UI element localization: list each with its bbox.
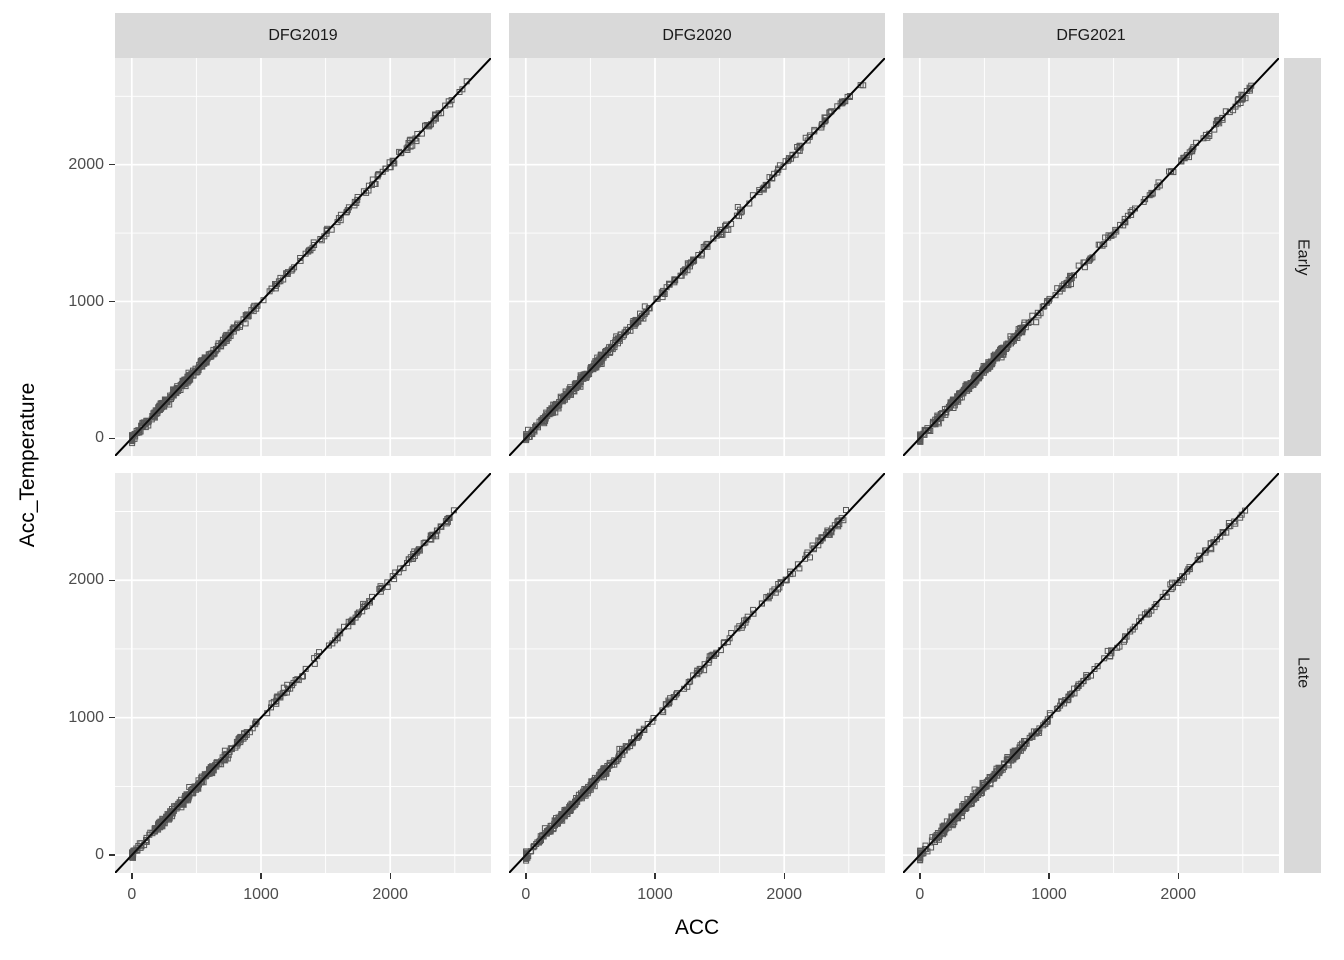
x-tick-mark [389, 873, 391, 879]
x-tick-mark [260, 873, 262, 879]
minor-gridlines [509, 58, 885, 456]
facet-row-strip-label: Late [1294, 657, 1312, 689]
x-tick-label: 1000 [1031, 886, 1067, 903]
y-tick-label: 1000 [68, 292, 104, 310]
major-gridlines [903, 58, 1279, 456]
x-tick-label: 2000 [1160, 886, 1196, 903]
facet-col-strip-label: DFG2021 [1056, 26, 1126, 44]
facet-row-strip-late: Late [1284, 473, 1321, 873]
x-tick-mark [1048, 873, 1050, 879]
minor-gridlines [115, 58, 491, 456]
x-tick-label: 0 [915, 886, 925, 903]
panel-dfg2019-early [115, 58, 491, 456]
y-tick-mark [109, 579, 115, 581]
minor-gridlines [509, 473, 885, 873]
facet-row-strip-label: Early [1294, 238, 1312, 276]
panel-dfg2021-early [903, 58, 1279, 456]
minor-gridlines [903, 58, 1279, 456]
y-tick-label: 0 [95, 429, 104, 447]
x-tick-mark [131, 873, 133, 879]
y-tick-mark [109, 437, 115, 439]
major-gridlines [115, 58, 491, 456]
facet-row-strip-early: Early [1284, 58, 1321, 456]
y-tick-label: 1000 [68, 708, 104, 726]
scatter-points [523, 82, 867, 444]
x-tick-label: 1000 [637, 886, 673, 903]
x-tick-label: 2000 [766, 886, 802, 903]
panel-dfg2021-late [903, 473, 1279, 873]
x-axis-title: ACC [674, 916, 720, 939]
facet-col-strip-dfg2020: DFG2020 [509, 13, 885, 58]
y-tick-mark [109, 716, 115, 719]
x-tick-label: 0 [521, 886, 531, 903]
panel-dfg2020-early [509, 58, 885, 456]
y-tick-label: 2000 [68, 571, 104, 589]
major-gridlines [115, 473, 491, 873]
facet-col-strip-dfg2019: DFG2019 [115, 13, 491, 58]
facet-col-strip-dfg2021: DFG2021 [903, 13, 1279, 58]
panel-dfg2019-late [115, 473, 491, 873]
x-tick-mark [654, 873, 656, 879]
y-tick-mark [109, 854, 115, 856]
scatter-points [129, 507, 457, 861]
major-gridlines [903, 473, 1279, 873]
y-tick-label: 0 [95, 846, 104, 864]
scatter-points [523, 507, 849, 864]
major-gridlines [509, 473, 885, 873]
panel-dfg2020-late [509, 473, 885, 873]
x-tick-mark [1177, 873, 1179, 879]
x-tick-mark [919, 873, 921, 879]
minor-gridlines [903, 473, 1279, 873]
scatter-points [129, 78, 470, 447]
scatter-points [917, 82, 1255, 445]
x-tick-mark [783, 873, 785, 879]
major-gridlines [509, 58, 885, 456]
x-tick-mark [525, 873, 527, 879]
x-tick-label: 1000 [243, 886, 279, 903]
minor-gridlines [115, 473, 491, 873]
y-tick-mark [109, 300, 115, 303]
x-tick-label: 0 [127, 886, 137, 903]
x-tick-label: 2000 [372, 886, 408, 903]
y-tick-mark [109, 163, 115, 166]
facet-col-strip-label: DFG2019 [268, 26, 338, 44]
y-tick-label: 2000 [68, 155, 104, 173]
facet-col-strip-label: DFG2020 [662, 26, 732, 44]
scatter-points [917, 507, 1249, 864]
